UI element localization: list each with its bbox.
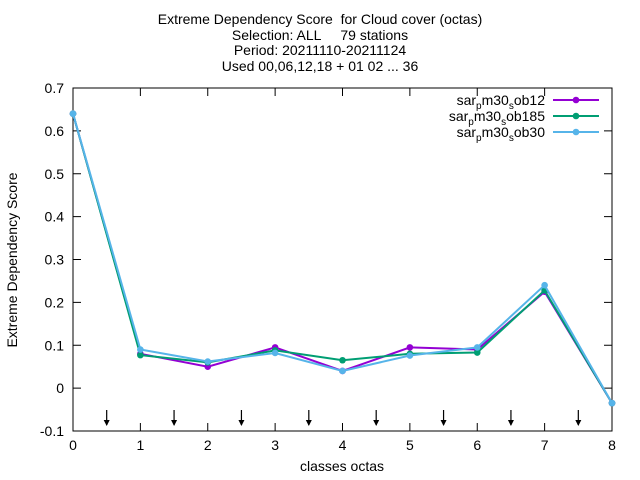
x-tick-label: 3	[271, 437, 279, 453]
chart-subtitle-selection: Selection: ALL 79 stations	[231, 26, 409, 43]
y-tick-label: 0.7	[45, 80, 65, 96]
chart-title: Extreme Dependency Score for Cloud cover…	[157, 11, 483, 27]
legend-swatch-point	[572, 96, 580, 104]
down-arrow-marker	[171, 410, 178, 426]
y-tick-label: 0.3	[45, 252, 65, 268]
x-tick-label: 8	[608, 437, 616, 453]
y-tick-label: 0.2	[45, 294, 65, 310]
y-tick-label: -0.1	[40, 423, 64, 439]
series-point	[339, 367, 346, 375]
down-arrow-marker	[575, 410, 582, 426]
series-point	[406, 344, 414, 351]
series-point	[137, 346, 144, 353]
x-tick-label: 6	[473, 437, 481, 453]
series-point	[339, 356, 346, 364]
data-series	[69, 110, 616, 407]
chart-subtitle-period: Period: 20211110-20211124	[233, 42, 407, 58]
y-tick-label: 0.1	[45, 337, 65, 353]
chart-title-block: Extreme Dependency Score for Cloud cover…	[0, 11, 640, 74]
x-tick-label: 2	[204, 437, 212, 453]
series-point	[473, 344, 481, 351]
y-tick-label: 0.5	[45, 166, 65, 182]
down-arrow-marker	[103, 410, 110, 426]
y-axis-label: Extreme Dependency Score	[4, 172, 20, 347]
x-tick-label: 1	[136, 437, 144, 453]
down-arrow-marker	[305, 410, 312, 426]
series-point	[541, 281, 548, 289]
y-tick-label: 0.4	[45, 209, 65, 225]
series-point	[204, 358, 212, 365]
x-tick-label: 5	[406, 437, 414, 453]
axis-ticks: -0.1 0 0.1 0.2 0.3 0.4 0.5 0.6 0.7 0 1 2 3 4 5 6 7 8	[40, 80, 616, 453]
class-boundary-arrows	[103, 410, 582, 426]
series-point	[608, 399, 616, 407]
down-arrow-marker	[238, 410, 245, 426]
down-arrow-marker	[507, 410, 514, 426]
series-point	[406, 352, 414, 359]
series-point	[271, 349, 279, 357]
x-tick-label: 0	[69, 437, 77, 453]
x-axis-label: classes octas	[300, 458, 384, 474]
series-point	[69, 110, 77, 118]
y-tick-label: 0	[56, 380, 64, 396]
legend-entry-label: sarpm30sob12	[457, 92, 546, 112]
x-tick-label: 4	[339, 437, 347, 453]
legend-entry-label: sarpm30sob30	[457, 124, 546, 144]
down-arrow-marker	[373, 410, 380, 426]
legend-swatch-point	[572, 128, 580, 136]
y-tick-label: 0.6	[45, 123, 65, 139]
legend-entry-label: sarpm30sob185	[449, 108, 545, 128]
down-arrow-marker	[440, 410, 447, 426]
chart-subtitle-used: Used 00,06,12,18 + 01 02 ... 36	[221, 57, 419, 74]
legend-swatch-point	[572, 112, 580, 120]
series-point	[137, 351, 144, 359]
x-tick-label: 7	[541, 437, 549, 453]
series-point	[473, 349, 481, 356]
